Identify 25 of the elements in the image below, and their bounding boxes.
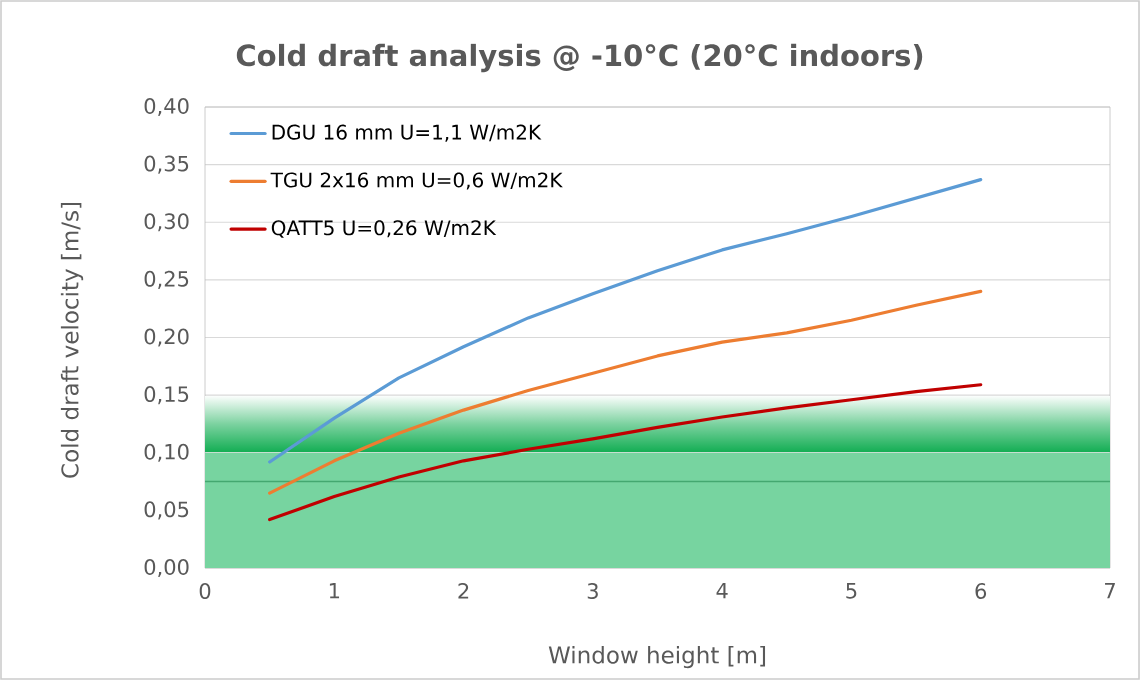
line-series <box>268 383 983 522</box>
line-series <box>268 289 983 495</box>
x-tick-label: 4 <box>716 583 728 599</box>
x-tick-label: 2 <box>458 583 469 599</box>
x-tick-label: 6 <box>975 583 987 599</box>
y-tick-label: 0,20 <box>144 328 189 347</box>
x-tick-label: 3 <box>587 583 598 599</box>
y-tick-label: 0,00 <box>144 558 189 578</box>
y-axis-title: Cold draft velocity [m/s] <box>60 203 84 478</box>
legend-label: QATT5 U=0,26 W/m2K <box>271 220 497 238</box>
x-axis-title: Window height [m] <box>548 645 766 669</box>
y-tick-label: 0,40 <box>144 97 189 117</box>
x-tick-label: 7 <box>1105 583 1115 599</box>
x-tick-label: 1 <box>329 583 340 599</box>
y-tick-label: 0,05 <box>144 501 189 520</box>
chart-title: Cold draft analysis @ -10°C (20°C indoors) <box>236 43 923 73</box>
y-tick-label: 0,10 <box>144 443 189 462</box>
y-tick-label: 0,30 <box>144 213 189 232</box>
y-tick-label: 0,35 <box>144 155 189 174</box>
y-tick-label: 0,25 <box>144 270 189 289</box>
x-tick-label: 5 <box>846 583 857 599</box>
legend-label: TGU 2x16 mm U=0,6 W/m2K <box>270 172 563 190</box>
y-tick-label: 0,15 <box>144 386 189 405</box>
legend-label: DGU 16 mm U=1,1 W/m2K <box>272 124 542 142</box>
x-tick-label: 0 <box>199 583 211 599</box>
